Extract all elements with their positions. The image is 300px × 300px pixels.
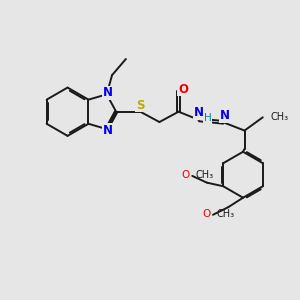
- Text: CH₃: CH₃: [217, 209, 235, 219]
- Text: O: O: [182, 170, 190, 180]
- Text: N: N: [220, 109, 230, 122]
- Text: O: O: [202, 209, 211, 219]
- Text: N: N: [194, 106, 204, 119]
- Text: CH₃: CH₃: [196, 170, 214, 180]
- Text: H: H: [203, 113, 211, 124]
- Text: S: S: [136, 99, 145, 112]
- Text: N: N: [103, 124, 112, 137]
- Text: CH₃: CH₃: [270, 112, 288, 122]
- Text: N: N: [103, 86, 112, 99]
- Text: O: O: [178, 83, 188, 96]
